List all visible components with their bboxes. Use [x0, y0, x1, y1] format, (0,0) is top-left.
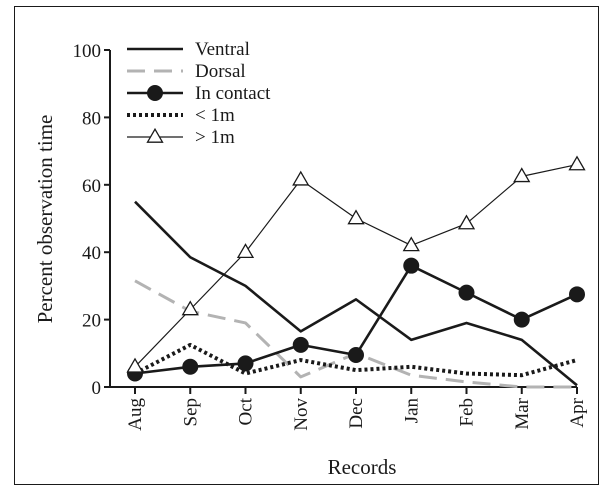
legend-item-ventral: Ventral	[127, 39, 250, 60]
series-layer	[126, 155, 586, 389]
data-point	[348, 346, 364, 363]
legend-label: Ventral	[195, 39, 250, 60]
data-point	[181, 300, 199, 316]
series-ventral	[134, 200, 578, 387]
series-line-lt-1m	[134, 342, 578, 378]
series-line-ventral	[134, 200, 578, 387]
legend-label: < 1m	[195, 105, 235, 126]
data-point	[126, 357, 144, 373]
series-lt-1m	[134, 342, 578, 378]
figure-frame	[14, 6, 599, 485]
series-line-dorsal	[134, 279, 577, 389]
x-tick-label: Nov	[291, 398, 312, 431]
legend-item-in-contact: In contact	[127, 83, 271, 104]
data-point	[236, 243, 255, 259]
data-point	[402, 236, 420, 252]
y-ticks: 0 20 40 60 80 100	[73, 41, 110, 399]
x-tick-label: Oct	[236, 397, 257, 425]
y-axis-title: Percent observation time	[33, 115, 57, 324]
legend-item-dorsal: Dorsal	[127, 61, 246, 82]
data-point	[403, 257, 420, 274]
x-ticks: Aug Sep Oct Nov Dec Jan Feb Mar Apr	[125, 387, 588, 431]
x-tick-label: Feb	[457, 398, 478, 427]
data-point	[457, 214, 476, 230]
data-point	[182, 358, 199, 375]
legend-item-gt-1m: > 1m	[127, 127, 235, 148]
data-point	[513, 167, 531, 183]
x-tick-label: Jan	[401, 398, 422, 424]
y-tick-label: 80	[82, 108, 101, 129]
data-point	[513, 311, 530, 328]
data-point	[568, 155, 586, 171]
legend-label: In contact	[195, 83, 271, 104]
y-tick-label: 100	[73, 41, 102, 62]
y-tick-label: 40	[82, 243, 101, 264]
x-tick-label: Aug	[125, 398, 146, 431]
legend-marker	[147, 85, 163, 101]
data-point	[347, 209, 365, 225]
axes	[109, 50, 577, 388]
legend-item-lt-1m: < 1m	[127, 105, 235, 126]
x-axis-title: Records	[328, 455, 397, 479]
data-point	[237, 355, 254, 372]
data-point	[292, 336, 309, 353]
legend-label: > 1m	[195, 127, 235, 148]
series-gt-1m	[126, 155, 586, 373]
series-dorsal	[134, 279, 577, 389]
data-point	[569, 286, 585, 303]
x-tick-label: Apr	[567, 397, 588, 427]
x-tick-label: Dec	[346, 398, 367, 429]
legend-marker	[146, 127, 164, 143]
legend-label: Dorsal	[195, 61, 246, 82]
data-point	[292, 170, 310, 186]
y-tick-label: 20	[82, 311, 101, 332]
series-in-contact	[127, 257, 585, 382]
x-tick-label: Mar	[512, 397, 533, 429]
y-tick-label: 60	[82, 176, 101, 197]
y-tick-label: 0	[92, 378, 102, 399]
data-point	[458, 284, 475, 301]
x-tick-label: Sep	[180, 398, 201, 427]
